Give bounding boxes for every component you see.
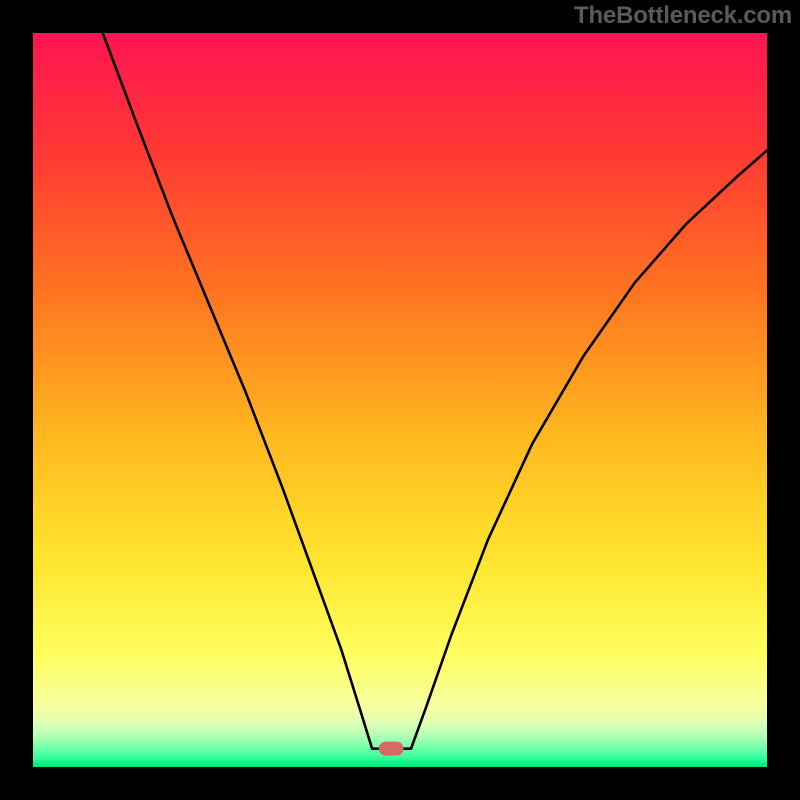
chart-svg (0, 0, 800, 800)
watermark-text: TheBottleneck.com (574, 2, 792, 30)
chart-stage: TheBottleneck.com (0, 0, 800, 800)
optimal-marker (379, 742, 404, 756)
